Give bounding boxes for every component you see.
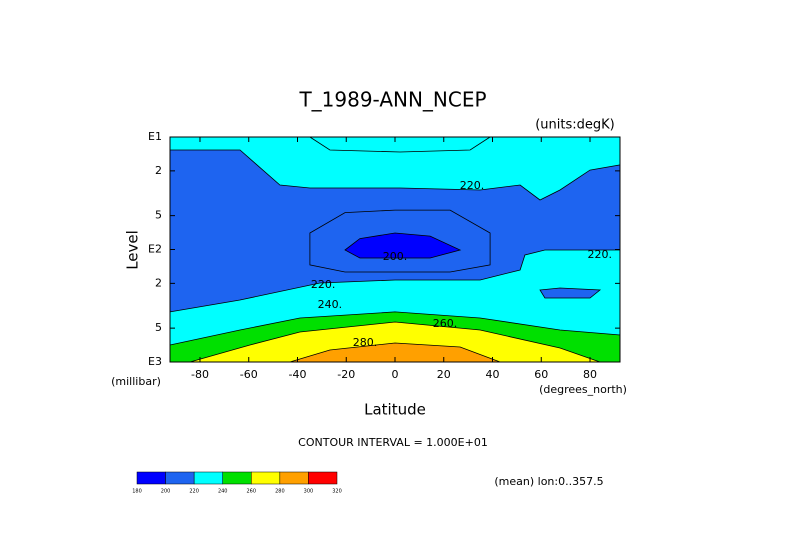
y-units-label: (millibar): [111, 375, 161, 388]
contour-interval: CONTOUR INTERVAL = 1.000E+01: [298, 436, 488, 449]
contour-label: 260.: [433, 317, 458, 330]
contour-label: 200.: [383, 250, 408, 263]
colorbar-label: 280: [275, 489, 285, 495]
x-axis-label: Latitude: [364, 401, 426, 419]
contour-label: 240.: [318, 298, 343, 311]
colorbar-label: 300: [304, 489, 314, 495]
x-tick-label: 20: [437, 368, 451, 381]
y-tick-label: 2: [155, 164, 162, 177]
colorbar-swatch: [165, 471, 195, 485]
y-tick-label: E3: [148, 355, 162, 368]
x-units-label: (degrees_north): [539, 383, 627, 396]
contour-label: 220.: [588, 248, 613, 261]
contour-label: 220.: [311, 278, 336, 291]
y-axis-label: Level: [124, 230, 142, 270]
x-tick-label: 0: [392, 368, 399, 381]
x-tick-label: 60: [534, 368, 548, 381]
y-tick-label: 2: [155, 276, 162, 289]
colorbar-label: 180: [132, 489, 142, 495]
contour-region: [189, 321, 601, 363]
contour-region: [308, 136, 492, 153]
colorbar-swatch: [193, 471, 223, 485]
x-tick-label: 80: [583, 368, 597, 381]
contour-label: 280.: [353, 336, 378, 349]
y-tick-label: 5: [155, 321, 162, 334]
contour-region: [539, 287, 602, 299]
contour-region: [344, 232, 462, 259]
plot-area: 220. 200. 220. 220. 240. 260. 280.: [169, 136, 621, 363]
x-tick-label: -80: [191, 368, 209, 381]
colorbar-swatch: [251, 471, 281, 485]
y-tick-label: E1: [148, 130, 162, 143]
x-tick-label: 40: [486, 368, 500, 381]
colorbar-swatch: [308, 471, 338, 485]
colorbar-label: 320: [332, 489, 342, 495]
colorbar-swatch: [279, 471, 309, 485]
chart-title: T_1989-ANN_NCEP: [298, 88, 486, 112]
x-tick-label: -60: [240, 368, 258, 381]
x-tick-label: -20: [337, 368, 355, 381]
colorbar-swatch: [136, 471, 166, 485]
colorbar-label: 240: [218, 489, 228, 495]
contour-region: [169, 136, 621, 201]
x-tick-label: -40: [289, 368, 307, 381]
footnote: (mean) lon:0..357.5: [494, 475, 603, 488]
contour-label: 220.: [460, 179, 485, 192]
y-tick-label: E2: [148, 243, 162, 256]
y-tick-label: 5: [155, 209, 162, 222]
colorbar-label: 200: [161, 489, 171, 495]
colorbar-label: 260: [247, 489, 257, 495]
colorbar-label: 220: [189, 489, 199, 495]
units-label: (units:degK): [535, 118, 615, 133]
colorbar-swatch: [222, 471, 252, 485]
